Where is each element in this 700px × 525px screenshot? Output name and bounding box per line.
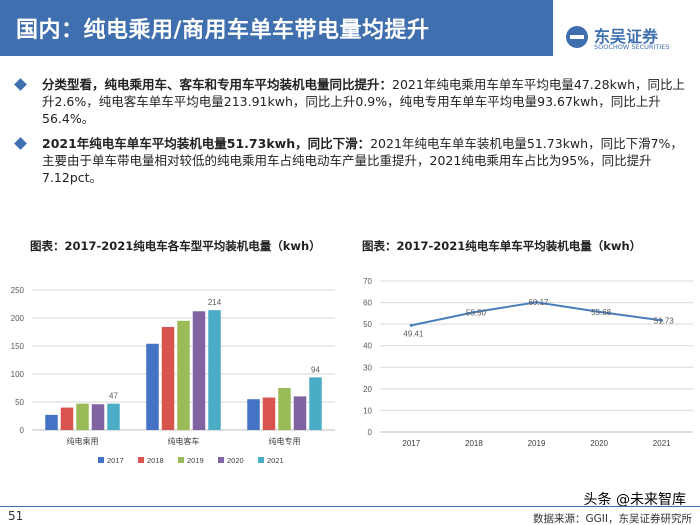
watermark: 头条 @未来智库 xyxy=(583,492,686,508)
bullet-item: 2021年纯电车单车平均装机电量51.73kwh，同比下滑：2021年纯电车单车… xyxy=(12,135,692,186)
y-tick-label: 0 xyxy=(368,428,373,437)
brand-name: 东吴证券 xyxy=(594,27,659,46)
legend-swatch xyxy=(98,457,104,463)
data-label: 51.73 xyxy=(654,316,675,325)
bullet-body: 2021年纯电乘用车单车平均电量47.28kwh，同比上升2.6%，纯电客车单车… xyxy=(42,77,685,126)
x-tick-label: 2019 xyxy=(528,439,546,448)
bar-2018 xyxy=(161,326,175,430)
bar-chart: 0 50 100 150 200 250 47 纯电乘用 214 纯电客车 94 纯电专用 2017 20… xyxy=(11,286,335,465)
data-label: 94 xyxy=(311,365,320,374)
y-tick-label: 60 xyxy=(363,299,372,308)
bar-2019 xyxy=(278,388,291,430)
bar-2021 xyxy=(309,377,322,430)
y-tick-label: 50 xyxy=(15,398,24,407)
data-label: 47 xyxy=(109,392,118,401)
data-point xyxy=(597,310,601,314)
bar-2020 xyxy=(293,396,307,430)
y-tick-label: 150 xyxy=(11,342,25,351)
bar-2018 xyxy=(60,407,74,430)
x-tick-label: 2020 xyxy=(590,439,608,448)
x-category-label: 纯电客车 xyxy=(168,436,200,446)
data-label: 55.50 xyxy=(466,308,487,317)
legend-swatch xyxy=(218,457,224,463)
y-tick-label: 200 xyxy=(11,314,25,323)
legend-swatch xyxy=(258,457,264,463)
bar-2021 xyxy=(208,310,221,430)
bar-2021 xyxy=(107,403,120,430)
bullet-lead: 2021年纯电车单车平均装机电量51.73kwh，同比下滑： xyxy=(42,136,371,151)
y-tick-label: 70 xyxy=(363,277,372,286)
y-tick-label: 10 xyxy=(363,406,372,415)
legend-label: 2019 xyxy=(187,456,204,465)
data-label: 214 xyxy=(208,298,222,307)
legend-swatch xyxy=(178,457,184,463)
bullet-body: 2021年纯电车单车装机电量51.73kwh，同比下滑7%，主要由于单车带电量相… xyxy=(42,136,683,185)
x-category-label: 纯电专用 xyxy=(269,436,301,446)
footer-divider xyxy=(0,506,700,507)
bar-2018 xyxy=(262,397,276,430)
bar-2017 xyxy=(146,343,159,430)
diamond-bullet-icon xyxy=(14,137,27,150)
bullet-list: 分类型看，纯电乘用车、客车和专用车平均装机电量同比提升：2021年纯电乘用车单车… xyxy=(12,76,692,194)
title-banner: 国内：纯电乘用/商用车单车带电量均提升 xyxy=(0,0,553,56)
page-number: 51 xyxy=(8,509,24,523)
y-tick-label: 250 xyxy=(11,286,25,295)
data-point xyxy=(660,318,664,322)
brand-logo: 东吴证券 SOOCHOW SECURITIES xyxy=(560,22,700,56)
data-point xyxy=(535,300,538,304)
legend-label: 2021 xyxy=(267,456,284,465)
x-tick-label: 2017 xyxy=(402,439,420,448)
source-note: 数据来源：GGII，东吴证券研究所 xyxy=(533,513,692,525)
x-category-label: 纯电乘用 xyxy=(67,436,99,446)
y-tick-label: 100 xyxy=(11,370,25,379)
diamond-bullet-icon xyxy=(14,78,27,91)
brand-name-en: SOOCHOW SECURITIES xyxy=(594,43,670,51)
y-tick-label: 30 xyxy=(363,363,372,372)
bullet-lead: 分类型看，纯电乘用车、客车和专用车平均装机电量同比提升： xyxy=(42,77,393,92)
bar-2020 xyxy=(192,311,206,430)
bar-2017 xyxy=(45,414,58,430)
data-label: 55.68 xyxy=(591,308,612,317)
y-tick-label: 20 xyxy=(363,385,372,394)
bar-chart-title: 图表：2017-2021纯电车各车型平均装机电量（kwh） xyxy=(30,239,321,253)
y-tick-label: 0 xyxy=(20,426,25,435)
data-point xyxy=(472,310,476,314)
bar-2019 xyxy=(177,320,190,430)
legend-label: 2020 xyxy=(227,456,244,465)
y-tick-label: 40 xyxy=(363,342,372,351)
bar-2019 xyxy=(76,403,89,430)
legend-label: 2018 xyxy=(147,456,164,465)
line-chart: 0 10 20 30 40 50 60 70 49.41 2017 55.50 2018 60.17 20… xyxy=(363,277,693,448)
bar-2020 xyxy=(91,404,105,430)
data-label: 60.17 xyxy=(528,298,549,307)
data-point xyxy=(409,323,413,327)
x-tick-label: 2018 xyxy=(465,439,483,448)
y-tick-label: 50 xyxy=(363,320,372,329)
legend-label: 2017 xyxy=(107,456,124,465)
line-chart-title: 图表：2017-2021纯电车单车平均装机电量（kwh） xyxy=(362,239,642,253)
legend-swatch xyxy=(138,457,144,463)
data-label: 49.41 xyxy=(403,329,424,338)
page-title: 国内：纯电乘用/商用车单车带电量均提升 xyxy=(16,18,430,43)
bar-2017 xyxy=(247,399,260,430)
bullet-item: 分类型看，纯电乘用车、客车和专用车平均装机电量同比提升：2021年纯电乘用车单车… xyxy=(12,76,692,127)
brand-logo-icon xyxy=(566,26,588,48)
x-tick-label: 2021 xyxy=(653,439,671,448)
